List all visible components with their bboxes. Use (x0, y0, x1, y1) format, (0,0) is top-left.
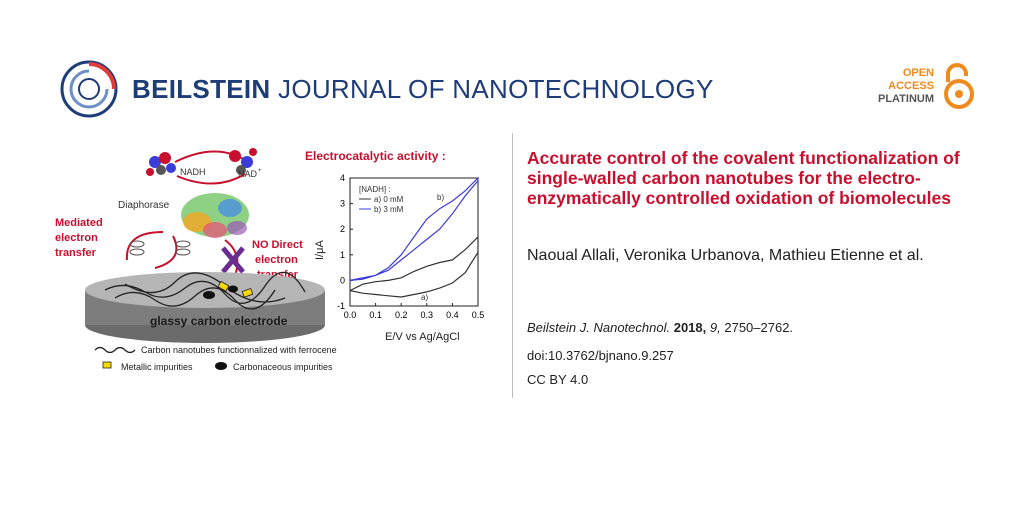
citation-volume: 9, (709, 320, 721, 335)
forbidden-cross-icon (221, 246, 245, 274)
y-axis-label: I/μA (314, 240, 326, 260)
y-tick-label: -1 (337, 301, 345, 311)
legend-title: [NADH] : (359, 185, 391, 194)
nadh-label: NADH (180, 167, 206, 177)
open-access-label: OPEN ACCESS PLATINUM (878, 67, 934, 106)
platinum-label: PLATINUM (877, 93, 934, 105)
legend-carbon-label: Carbonaceous impurities (233, 362, 333, 372)
chart-plot-frame (349, 177, 479, 307)
open-label: OPEN (902, 67, 934, 79)
x-tick-label: 0.1 (369, 310, 382, 320)
series-line-b (349, 176, 479, 281)
article-license: CC BY 4.0 (527, 372, 589, 387)
y-tick-label: 1 (340, 250, 345, 260)
nodirect-line2: electron (255, 254, 298, 266)
article-authors: Naoual Allali, Veronika Urbanova, Mathie… (527, 247, 924, 264)
series-line-a (349, 235, 479, 298)
ferrocene-icon (129, 240, 191, 256)
y-tick-label: 2 (340, 224, 345, 234)
x-tick-label: 0.4 (446, 310, 459, 320)
glassy-carbon-electrode (85, 271, 325, 343)
annotation-a: a) (421, 293, 428, 302)
journal-logo-icon (60, 60, 118, 118)
x-tick-label: 0.0 (344, 310, 357, 320)
cnt-legend-icon (94, 346, 136, 354)
legend-cnt-label: Carbon nanotubes functionnalized with fe… (141, 345, 337, 355)
y-tick-label: 3 (340, 199, 345, 209)
diaphorase-label: Diaphorase (118, 200, 170, 211)
y-tick-label: 0 (340, 275, 345, 285)
mediated-line3: transfer (55, 247, 97, 259)
mediated-line2: electron (55, 232, 98, 244)
article-title[interactable]: Accurate control of the covalent functio… (527, 148, 960, 208)
mediated-line1: Mediated (55, 217, 103, 229)
legend-entry-label: b) 3 mM (374, 205, 404, 214)
open-access-lock-icon (944, 63, 974, 109)
x-axis-label: E/V vs Ag/AgCl (385, 331, 460, 343)
electrode-label: glassy carbon electrode (150, 314, 288, 328)
diaphorase-enzyme-icon (181, 193, 249, 238)
nadh-molecule-icon (146, 152, 176, 176)
legend-metal-label: Metallic impurities (121, 362, 193, 372)
citation-pages: 2750–2762. (724, 320, 794, 335)
y-tick-label: 4 (340, 173, 345, 183)
x-tick-label: 0.3 (421, 310, 434, 320)
x-tick-label: 0.5 (472, 310, 485, 320)
graphical-abstract: NADH NAD + Diaphorase Mediated electron … (55, 148, 484, 372)
legend-entry-label: a) 0 mM (374, 195, 404, 204)
x-tick-label: 0.2 (395, 310, 408, 320)
nadh-cycle-arrow-bottom (176, 173, 246, 185)
mediated-arrow-left (125, 231, 164, 261)
access-label: ACCESS (888, 80, 934, 92)
article-doi[interactable]: doi:10.3762/bjnano.9.257 (527, 348, 674, 363)
metal-legend-icon (102, 361, 112, 369)
mediated-arrow-right (154, 235, 178, 269)
journal-name-rest: JOURNAL OF NANOTECHNOLOGY (278, 74, 714, 104)
nodirect-line1: NO Direct (252, 239, 303, 251)
nad-plus-sup: + (258, 168, 262, 174)
cv-chart: -1 0 1 2 3 4 0.0 0.1 0.2 0.3 0.4 0.5 [NADH] : a) 0… (314, 173, 484, 343)
citation-year: 2018, (673, 320, 707, 335)
nad-molecule-icon (229, 148, 257, 175)
article-citation: Beilstein J. Nanotechnol. 2018, 9, 2750–… (527, 320, 793, 335)
chart-heading: Electrocatalytic activity : (305, 149, 446, 163)
nad-label: NAD (238, 169, 258, 179)
annotation-b: b) (437, 193, 444, 202)
journal-name-bold: BEILSTEIN (132, 74, 271, 104)
vertical-divider (512, 133, 513, 398)
citation-journal: Beilstein J. Nanotechnol. (527, 320, 671, 335)
journal-title: BEILSTEIN JOURNAL OF NANOTECHNOLOGY (132, 74, 714, 105)
carbon-legend-icon (215, 362, 227, 370)
